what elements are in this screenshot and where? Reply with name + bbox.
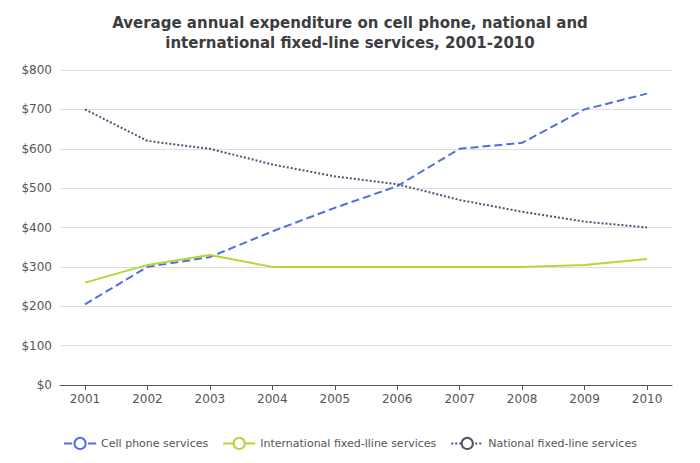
svg-text:2007: 2007 (444, 392, 475, 406)
svg-text:2008: 2008 (507, 392, 538, 406)
svg-text:international fixed-line servi: international fixed-line services, 2001-… (165, 34, 535, 52)
svg-text:2009: 2009 (569, 392, 600, 406)
svg-text:$100: $100 (21, 339, 52, 353)
svg-text:Average annual expenditure on: Average annual expenditure on cell phone… (112, 14, 588, 32)
svg-text:2004: 2004 (257, 392, 288, 406)
svg-text:2005: 2005 (320, 392, 351, 406)
svg-text:Cell phone services: Cell phone services (101, 437, 208, 450)
svg-text:2010: 2010 (632, 392, 663, 406)
svg-text:$600: $600 (21, 142, 52, 156)
svg-text:International fixed-lline serv: International fixed-lline services (260, 437, 436, 450)
svg-text:2006: 2006 (382, 392, 413, 406)
svg-text:$0: $0 (37, 378, 52, 392)
svg-text:$700: $700 (21, 102, 52, 116)
svg-text:$500: $500 (21, 181, 52, 195)
svg-text:2002: 2002 (132, 392, 163, 406)
svg-text:$300: $300 (21, 260, 52, 274)
svg-text:2003: 2003 (195, 392, 226, 406)
svg-text:$800: $800 (21, 63, 52, 77)
svg-text:National fixed-line services: National fixed-line services (488, 437, 637, 450)
svg-text:2001: 2001 (70, 392, 101, 406)
svg-text:$400: $400 (21, 221, 52, 235)
svg-text:$200: $200 (21, 299, 52, 313)
